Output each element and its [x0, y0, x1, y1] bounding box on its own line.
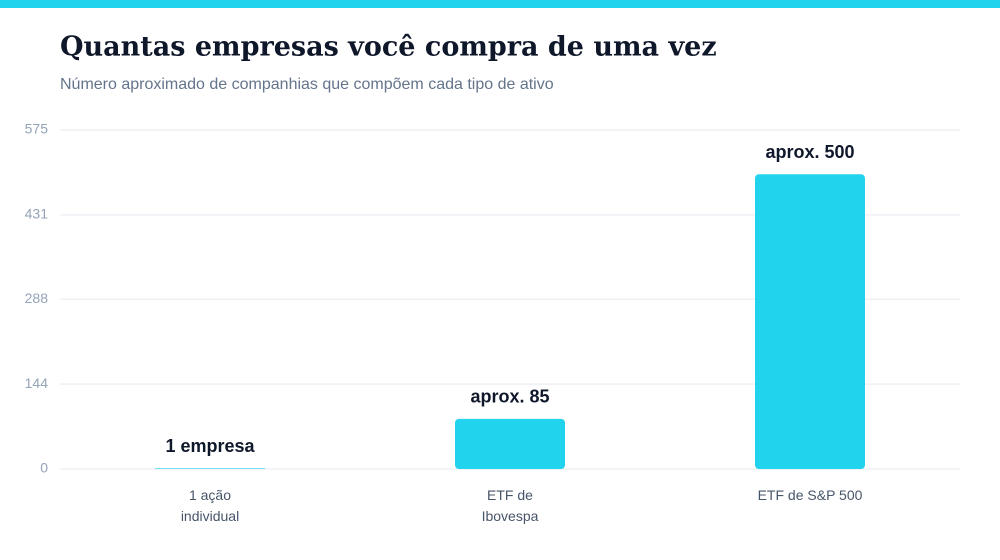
x-tick-label: ETF de Ibovespa: [481, 487, 539, 524]
value-label: aprox. 85: [470, 387, 549, 407]
x-tick-label: 1 ação individual: [180, 487, 240, 524]
y-tick-label: 144: [25, 375, 49, 391]
y-tick-label: 0: [40, 460, 48, 476]
bar: [455, 418, 565, 469]
chart-subtitle: Número aproximado de companhias que comp…: [60, 76, 554, 93]
chart-title: Quantas empresas você compra de uma vez: [60, 32, 717, 63]
x-tick-label: ETF de S&P 500: [757, 487, 863, 503]
bar: [755, 174, 865, 469]
value-label: 1 empresa: [165, 436, 255, 456]
top-accent: [0, 0, 1000, 8]
y-tick-label: 575: [25, 121, 49, 137]
y-tick-label: 431: [25, 206, 49, 222]
y-tick-label: 288: [25, 290, 49, 306]
value-label: aprox. 500: [765, 142, 854, 162]
bar: [155, 468, 265, 469]
